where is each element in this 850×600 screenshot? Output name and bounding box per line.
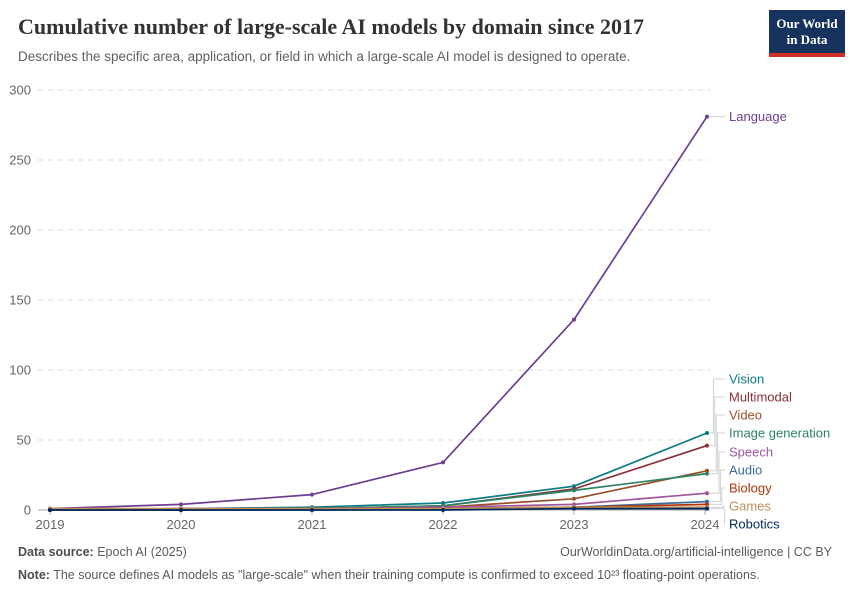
y-tick-label-150: 150 [9, 293, 31, 308]
data-source: Data source: Epoch AI (2025) [18, 544, 187, 561]
data-point-vision-2023[interactable] [572, 484, 576, 489]
legend-label-language[interactable]: Language [729, 109, 787, 124]
series-line-vision[interactable] [49, 432, 708, 511]
legend-label-multimodal[interactable]: Multimodal [729, 390, 792, 405]
owid-logo: Our World in Data [769, 10, 845, 57]
owid-logo-line2: in Data [786, 32, 828, 48]
chart-note: Note: The source defines AI models as "l… [18, 567, 832, 584]
legend-connector-audio [709, 469, 725, 503]
data-point-robotics-2021[interactable] [310, 508, 314, 512]
data-point-audio-2024[interactable] [705, 499, 709, 504]
citation-link[interactable]: OurWorldinData.org/artificial-intelligen… [560, 545, 832, 559]
series-line-language[interactable] [49, 116, 708, 510]
chart-header: Cumulative number of large-scale AI mode… [18, 14, 758, 66]
data-point-language-2022[interactable] [441, 460, 445, 465]
legend-connector-multimodal [709, 396, 725, 447]
data-point-language-2020[interactable] [179, 502, 183, 507]
legend-connector-speech [709, 451, 725, 494]
x-tick-label-2022: 2022 [429, 517, 458, 532]
x-tick-label-2024: 2024 [691, 517, 720, 532]
y-tick-label-300: 300 [9, 83, 31, 98]
data-point-robotics-2023[interactable] [572, 506, 576, 511]
legend-connector-games [709, 505, 725, 508]
chart-svg[interactable]: 0 50 100 150 200 250 300 2019 2020 2021 2022 2023 20… [0, 78, 850, 538]
x-tick-label-2020: 2020 [167, 517, 196, 532]
series-line-games[interactable] [50, 506, 707, 510]
data-point-robotics-2019[interactable] [48, 508, 52, 512]
data-point-language-2024[interactable] [705, 114, 709, 119]
note-label: Note: [18, 567, 50, 582]
page-title: Cumulative number of large-scale AI mode… [18, 14, 644, 39]
legend-label-video[interactable]: Video [729, 408, 762, 423]
data-point-vision-2022[interactable] [441, 501, 445, 505]
x-tick-label-2019: 2019 [36, 517, 65, 532]
data-point-robotics-2020[interactable] [179, 508, 183, 512]
y-tick-label-250: 250 [9, 153, 31, 168]
y-tick-label-100: 100 [9, 363, 31, 378]
legend-connector-image-generation [709, 432, 725, 475]
data-point-video-2024[interactable] [705, 468, 709, 473]
data-point-language-2021[interactable] [310, 492, 314, 497]
series-line-robotics[interactable] [50, 507, 707, 511]
data-point-speech-2023[interactable] [572, 502, 576, 507]
legend-connector-robotics [709, 508, 726, 525]
note-text: The source defines AI models as "large-s… [49, 567, 760, 582]
legend-connector-vision [709, 378, 725, 434]
x-tick-label-2021: 2021 [298, 517, 327, 532]
legend-connector-biology [709, 487, 725, 505]
data-point-speech-2024[interactable] [705, 491, 709, 496]
y-tick-label-200: 200 [9, 223, 31, 238]
data-point-vision-2024[interactable] [705, 431, 709, 435]
y-tick-label-50: 50 [17, 433, 31, 448]
chart-area: 0 50 100 150 200 250 300 2019 2020 2021 2022 2023 20… [0, 78, 850, 538]
data-point-video-2023[interactable] [572, 496, 576, 501]
y-tick-label-0: 0 [24, 503, 31, 518]
series-line-video[interactable] [50, 469, 708, 511]
data-point-biology-2024[interactable] [705, 502, 709, 507]
data-point-robotics-2022[interactable] [441, 508, 445, 512]
chart-subtitle: Describes the specific area, application… [18, 49, 631, 65]
legend-label-games[interactable]: Games [729, 499, 771, 514]
chart-footer: Data source: Epoch AI (2025) OurWorldinD… [18, 544, 832, 584]
legend-label-audio[interactable]: Audio [729, 463, 762, 478]
legend-label-robotics[interactable]: Robotics [729, 517, 780, 532]
legend-label-biology[interactable]: Biology [729, 481, 772, 496]
data-point-image-generation-2023[interactable] [572, 488, 576, 493]
data-point-robotics-2024[interactable] [705, 506, 709, 511]
data-point-image-generation-2024[interactable] [705, 471, 709, 476]
legend-label-image-generation[interactable]: Image generation [729, 426, 830, 441]
owid-logo-line1: Our World [776, 16, 838, 31]
data-point-language-2023[interactable] [572, 317, 576, 322]
legend-label-vision[interactable]: Vision [729, 372, 764, 387]
data-source-label: Data source: [18, 545, 94, 559]
data-point-multimodal-2024[interactable] [705, 443, 709, 448]
data-source-value: Epoch AI (2025) [93, 545, 187, 559]
legend-label-speech[interactable]: Speech [729, 445, 773, 460]
x-tick-label-2023: 2023 [560, 517, 589, 532]
legend-connector-video [709, 414, 725, 472]
